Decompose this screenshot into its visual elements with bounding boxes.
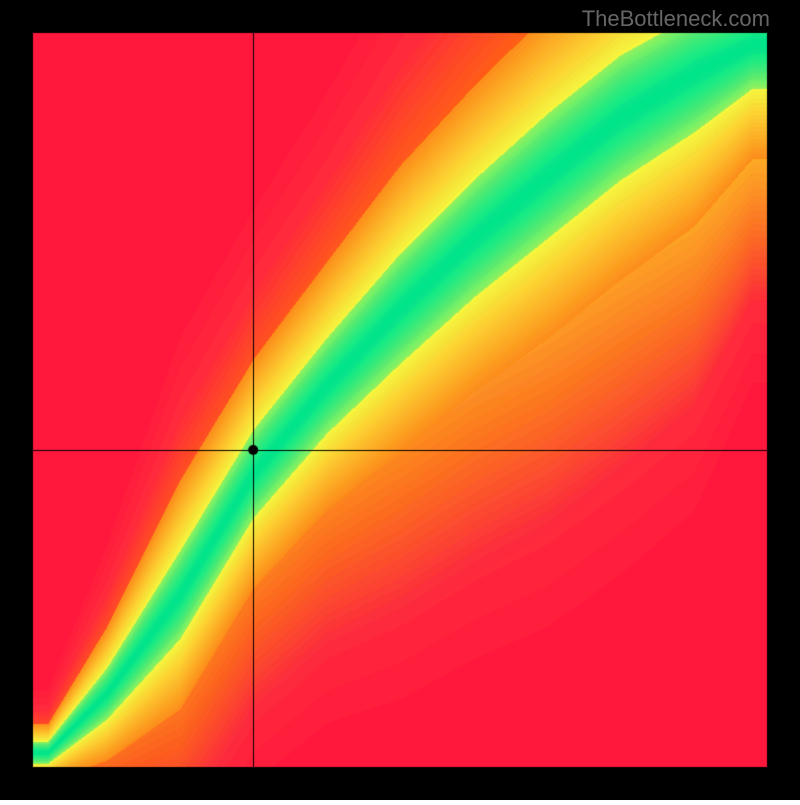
- heatmap-canvas-wrap: [0, 0, 800, 805]
- chart-container: TheBottleneck.com: [0, 0, 800, 800]
- heatmap-canvas: [0, 0, 800, 800]
- watermark-text: TheBottleneck.com: [582, 6, 770, 32]
